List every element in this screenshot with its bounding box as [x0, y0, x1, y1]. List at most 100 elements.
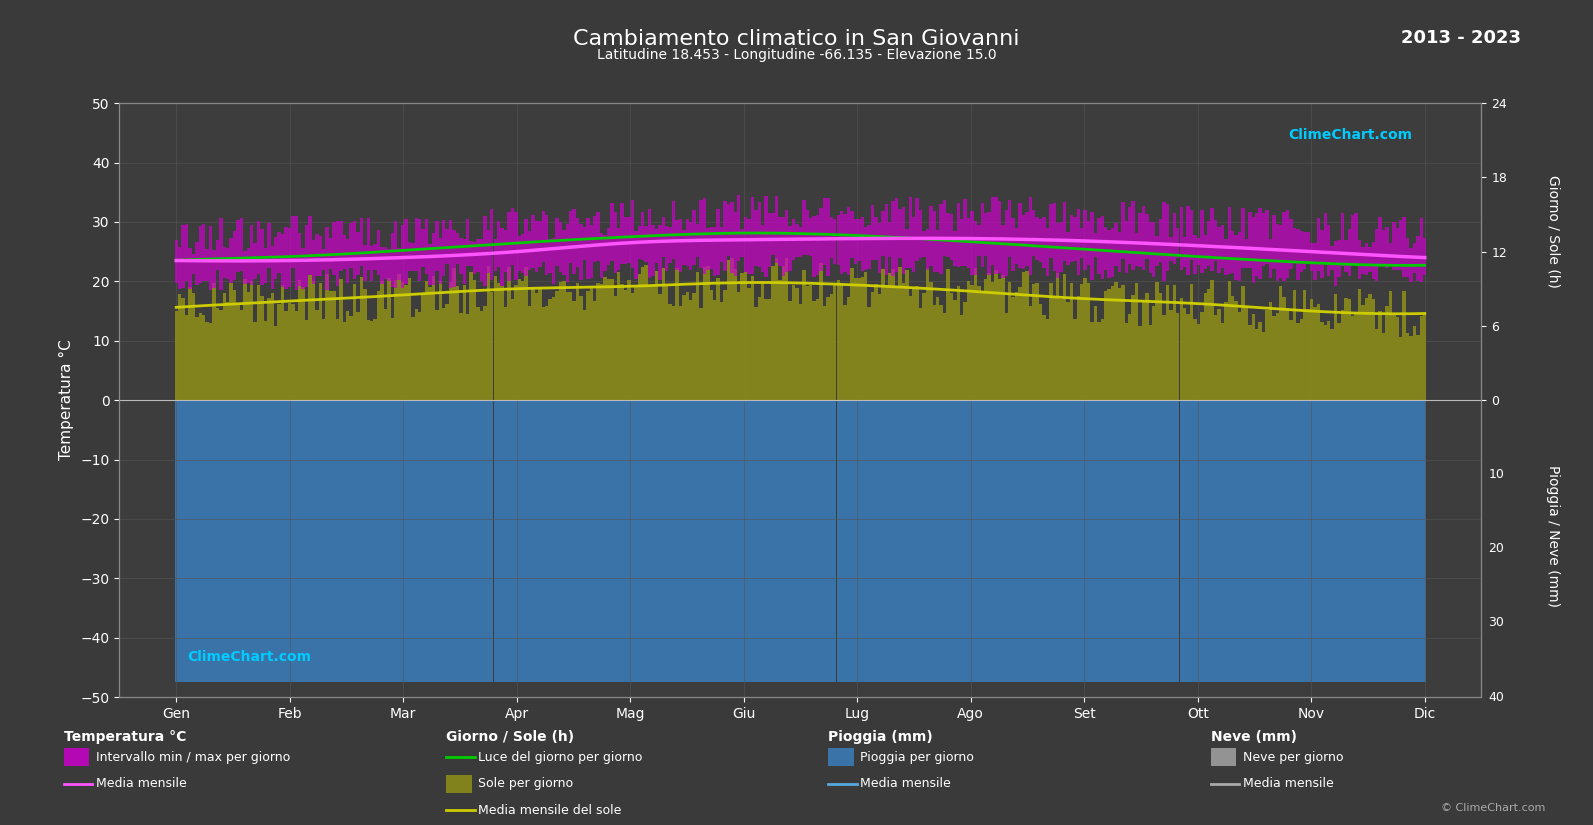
- Bar: [1169, 310, 1172, 400]
- Bar: [441, 308, 446, 400]
- Bar: [405, 400, 408, 682]
- Bar: [559, 282, 562, 400]
- Bar: [1247, 211, 1252, 268]
- Bar: [1303, 233, 1306, 269]
- Bar: [634, 285, 637, 400]
- Bar: [895, 400, 898, 682]
- Bar: [1080, 400, 1083, 682]
- Bar: [1101, 216, 1104, 279]
- Bar: [601, 284, 604, 400]
- Bar: [744, 272, 747, 400]
- Bar: [1187, 206, 1190, 275]
- Bar: [1292, 228, 1297, 263]
- Bar: [1289, 219, 1292, 269]
- Bar: [1118, 400, 1121, 682]
- Bar: [312, 281, 315, 400]
- Bar: [1134, 283, 1139, 400]
- Bar: [1050, 283, 1053, 400]
- Text: Temperatura °C: Temperatura °C: [64, 730, 186, 744]
- Bar: [1413, 243, 1416, 273]
- Bar: [346, 400, 349, 682]
- Bar: [1333, 400, 1337, 682]
- Bar: [1282, 400, 1286, 682]
- Bar: [685, 219, 690, 266]
- Bar: [1187, 314, 1190, 400]
- Bar: [1217, 400, 1220, 682]
- Bar: [188, 287, 191, 400]
- Bar: [1211, 208, 1214, 271]
- Bar: [847, 400, 851, 682]
- Bar: [339, 400, 342, 682]
- Bar: [1021, 214, 1026, 270]
- Bar: [387, 400, 390, 682]
- Bar: [1300, 400, 1303, 682]
- Bar: [209, 227, 212, 290]
- Text: Media mensile: Media mensile: [1243, 777, 1333, 790]
- Bar: [247, 400, 250, 682]
- Bar: [1029, 306, 1032, 400]
- Bar: [511, 208, 515, 266]
- Bar: [967, 218, 970, 268]
- Bar: [256, 285, 260, 400]
- Bar: [449, 281, 452, 400]
- Bar: [1372, 400, 1375, 682]
- Bar: [212, 250, 215, 288]
- Bar: [274, 237, 277, 280]
- Bar: [325, 400, 328, 682]
- Bar: [527, 232, 530, 270]
- Bar: [247, 248, 250, 283]
- Bar: [1410, 337, 1413, 400]
- Bar: [679, 306, 682, 400]
- Bar: [1235, 301, 1238, 400]
- Bar: [1035, 217, 1039, 260]
- Bar: [527, 306, 530, 400]
- Bar: [191, 293, 194, 400]
- Bar: [1110, 400, 1115, 682]
- Bar: [1021, 271, 1026, 400]
- Bar: [1258, 323, 1262, 400]
- Bar: [822, 400, 827, 682]
- Bar: [1056, 273, 1059, 400]
- Bar: [1196, 324, 1200, 400]
- Bar: [984, 280, 988, 400]
- Bar: [871, 205, 875, 261]
- Bar: [690, 300, 693, 400]
- Bar: [1193, 319, 1196, 400]
- Bar: [1348, 229, 1351, 276]
- Bar: [1149, 222, 1152, 273]
- Bar: [1365, 243, 1368, 276]
- Bar: [1223, 302, 1228, 400]
- Bar: [1231, 230, 1235, 273]
- Bar: [812, 400, 816, 682]
- Bar: [699, 400, 703, 682]
- Text: ClimeChart.com: ClimeChart.com: [188, 650, 312, 664]
- Bar: [1039, 400, 1042, 682]
- Bar: [1090, 322, 1094, 400]
- Bar: [1357, 240, 1362, 279]
- Bar: [768, 213, 771, 266]
- Bar: [500, 228, 503, 286]
- Bar: [589, 400, 593, 682]
- Bar: [425, 400, 429, 682]
- Bar: [398, 274, 401, 400]
- Bar: [429, 400, 432, 682]
- Bar: [1402, 400, 1407, 682]
- Bar: [1128, 207, 1131, 264]
- Bar: [309, 216, 312, 276]
- Bar: [916, 198, 919, 262]
- Bar: [1160, 219, 1163, 262]
- Bar: [1244, 239, 1247, 268]
- Bar: [610, 279, 613, 400]
- Bar: [693, 400, 696, 682]
- Bar: [1134, 400, 1139, 682]
- Bar: [535, 293, 538, 400]
- Bar: [1419, 316, 1423, 400]
- Bar: [895, 198, 898, 272]
- Bar: [1330, 329, 1333, 400]
- Bar: [895, 286, 898, 400]
- Bar: [405, 219, 408, 285]
- Bar: [758, 400, 761, 682]
- Bar: [819, 208, 822, 271]
- Bar: [840, 210, 843, 275]
- Bar: [672, 400, 675, 682]
